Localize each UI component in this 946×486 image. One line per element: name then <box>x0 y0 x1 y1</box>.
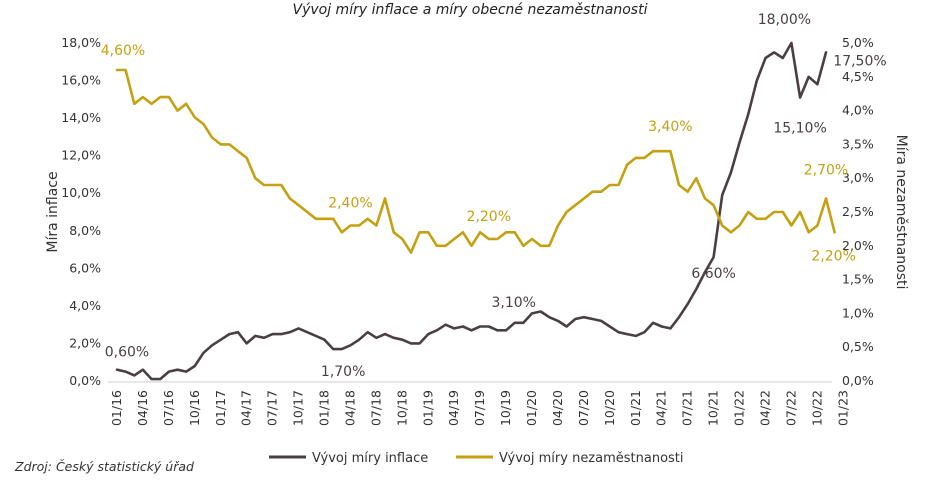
data-label-unemployment: 2,40% <box>328 196 372 212</box>
x-tick-label: 07/20 <box>576 390 591 426</box>
x-tick-label: 01/17 <box>213 390 228 426</box>
source-note: Zdroj: Český statistický úřad <box>14 459 194 474</box>
right-y-tick-label: 2,5% <box>842 204 874 219</box>
right-y-axis: 0,0% 0,5% 1,0% 1,5% 2,0% 2,5% 3,0% 3,5% 4,0% 4,5%… <box>842 35 874 388</box>
right-y-tick-label: 4,0% <box>842 103 874 118</box>
data-label-inflation: 18,00% <box>758 12 811 28</box>
left-y-tick-label: 4,0% <box>69 298 101 313</box>
legend-label-unemployment: Vývoj míry nezaměstnanosti <box>499 451 684 466</box>
x-tick-label: 04/17 <box>239 390 254 426</box>
x-tick-label: 04/19 <box>446 390 461 426</box>
x-tick-label: 07/21 <box>680 390 695 426</box>
x-tick-label: 07/17 <box>265 390 280 426</box>
x-tick-label: 10/16 <box>187 390 202 426</box>
x-tick-label: 10/20 <box>602 390 617 426</box>
left-y-tick-label: 18,0% <box>61 35 101 50</box>
x-tick-label: 04/22 <box>757 390 772 426</box>
x-tick-label: 07/22 <box>783 390 798 426</box>
data-label-inflation: 3,10% <box>491 295 535 311</box>
x-tick-label: 01/18 <box>317 390 332 426</box>
x-tick-label: 04/20 <box>550 390 565 426</box>
right-y-tick-label: 3,5% <box>842 136 874 151</box>
left-y-tick-label: 12,0% <box>61 148 101 163</box>
x-tick-label: 01/23 <box>835 390 850 426</box>
data-label-unemployment: 2,20% <box>811 248 855 264</box>
series-line-inflation <box>115 41 828 381</box>
left-y-tick-label: 8,0% <box>69 223 101 238</box>
left-axis-title: Míra inflace <box>45 171 61 252</box>
right-y-tick-label: 0,0% <box>842 373 874 388</box>
data-label-inflation: 15,10% <box>773 120 826 136</box>
right-y-tick-label: 4,5% <box>842 69 874 84</box>
right-y-tick-label: 3,0% <box>842 170 874 185</box>
x-tick-label: 07/18 <box>368 390 383 426</box>
right-axis-title: Míra nezaměstnanosti <box>893 135 909 290</box>
right-y-tick-label: 0,5% <box>842 339 874 354</box>
x-tick-label: 10/18 <box>394 390 409 426</box>
legend-label-inflation: Vývoj míry inflace <box>312 451 428 466</box>
x-tick-label: 04/18 <box>342 390 357 426</box>
right-y-tick-label: 5,0% <box>842 35 874 50</box>
series-line-unemployment <box>115 68 836 254</box>
x-axis: 01/16 04/16 07/16 10/16 01/17 04/17 07/17 10/17… <box>109 390 850 426</box>
x-tick-label: 01/20 <box>524 390 539 426</box>
left-y-tick-label: 10,0% <box>61 185 101 200</box>
chart-title: Vývoj míry inflace a míry obecné nezaměs… <box>293 2 648 18</box>
x-tick-label: 01/22 <box>732 390 747 426</box>
x-tick-label: 07/16 <box>161 390 176 426</box>
x-tick-label: 10/17 <box>291 390 306 426</box>
left-y-tick-label: 6,0% <box>69 260 101 275</box>
data-label-inflation: 6,60% <box>691 266 735 282</box>
left-y-axis: 0,0% 2,0% 4,0% 6,0% 8,0% 10,0% 12,0% 14,0% 16,0%… <box>61 35 101 388</box>
data-label-inflation: 17,50% <box>833 53 886 69</box>
left-y-tick-label: 14,0% <box>61 110 101 125</box>
legend: Vývoj míry inflace Vývoj míry nezaměstna… <box>269 451 684 466</box>
x-tick-label: 04/21 <box>654 390 669 426</box>
x-tick-label: 01/19 <box>420 390 435 426</box>
series-layer <box>115 41 836 381</box>
right-y-tick-label: 1,5% <box>842 272 874 287</box>
right-y-tick-label: 2,0% <box>842 238 874 253</box>
data-label-unemployment: 3,40% <box>648 119 692 135</box>
x-tick-label: 04/16 <box>135 390 150 426</box>
x-tick-label: 10/19 <box>498 390 513 426</box>
left-y-tick-label: 2,0% <box>69 335 101 350</box>
x-tick-label: 01/21 <box>628 390 643 426</box>
x-tick-label: 10/22 <box>809 390 824 426</box>
left-y-tick-label: 16,0% <box>61 73 101 88</box>
data-label-inflation: 1,70% <box>321 364 365 380</box>
data-label-unemployment: 2,20% <box>467 209 511 225</box>
data-label-unemployment: 2,70% <box>804 162 848 178</box>
x-tick-label: 10/21 <box>706 390 721 426</box>
data-label-unemployment: 4,60% <box>101 43 145 59</box>
data-label-inflation: 0,60% <box>105 345 149 361</box>
x-tick-label: 01/16 <box>109 390 124 426</box>
right-y-tick-label: 1,0% <box>842 305 874 320</box>
data-labels: 0,60%1,70%3,10%6,60%18,00%15,10%17,50%4,… <box>101 12 887 380</box>
x-tick-label: 07/19 <box>472 390 487 426</box>
left-y-tick-label: 0,0% <box>69 373 101 388</box>
